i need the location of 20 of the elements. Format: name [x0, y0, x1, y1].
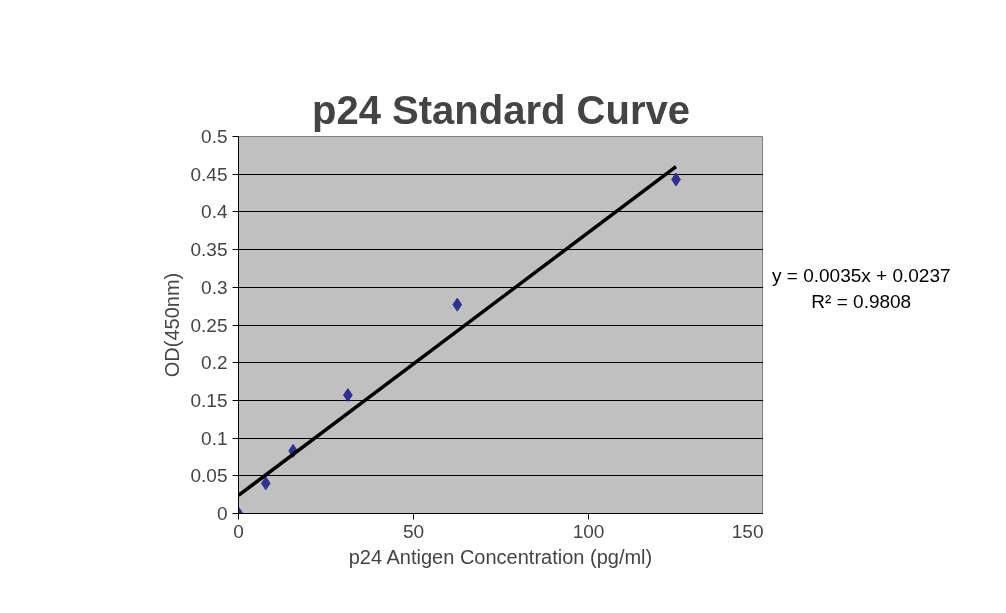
x-axis-title: p24 Antigen Concentration (pg/ml) — [348, 545, 653, 568]
y-axis-title: OD(450nm) — [160, 272, 183, 378]
y-tick-label: 0.5 — [201, 126, 228, 147]
y-tick-label: 0.1 — [201, 427, 228, 449]
y-tick-label: 0.2 — [201, 352, 228, 374]
y-tick-label: 0.35 — [190, 239, 228, 261]
y-tick-label: 0.05 — [190, 465, 228, 487]
y-tick-label: 0 — [216, 503, 228, 524]
y-tick-label: 0.15 — [190, 389, 228, 411]
x-tick-label: 50 — [402, 520, 425, 542]
y-tick-label: 0.25 — [190, 314, 228, 336]
y-tick-label: 0.45 — [190, 163, 228, 185]
chart-title: p24 Standard Curve — [312, 87, 690, 132]
x-tick-label: 150 — [731, 520, 764, 542]
text: y = 0.0035x + 0.0237 — [772, 264, 951, 288]
x-tick-label: 100 — [572, 520, 605, 542]
y-tick-label: 0.4 — [201, 201, 228, 223]
y-tick-label: 0.3 — [201, 276, 228, 298]
text: R² = 0.9808 — [810, 290, 913, 314]
x-tick-label: 0 — [233, 520, 244, 542]
